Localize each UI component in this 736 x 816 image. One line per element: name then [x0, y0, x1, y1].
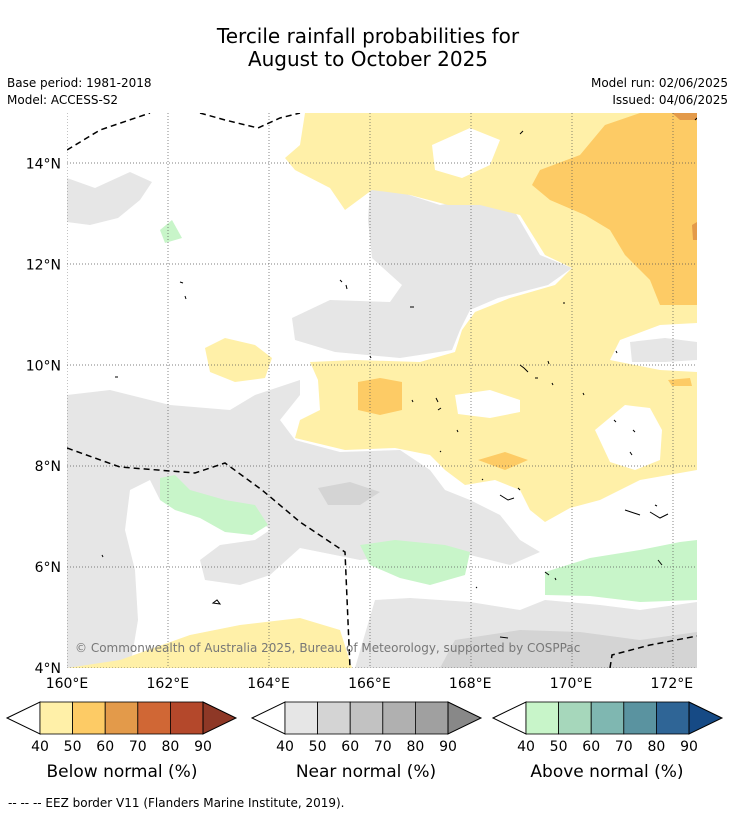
- colorbar-overflow-arrow: [447, 701, 483, 735]
- x-tick-label: 166°E: [348, 676, 391, 692]
- below-normal-region: [532, 113, 697, 305]
- near-normal-region: [440, 630, 697, 668]
- colorbar-segment: [349, 701, 384, 735]
- colorbar-tick-label: 40: [517, 739, 535, 755]
- colorbar-segment: [72, 701, 106, 735]
- colorbars: 40 50 60 70 80 90 40 50 60 70 80 90 40 50 60 70 80 90: [5, 701, 724, 755]
- below-normal-region: [595, 405, 662, 470]
- below-normal-region: [358, 378, 402, 415]
- near-normal-region: [292, 188, 572, 358]
- colorbar-tick-label: 90: [194, 739, 212, 755]
- colorbar-segment: [590, 701, 625, 735]
- model-label: Model: ACCESS-S2: [7, 93, 119, 107]
- colorbar-underflow-arrow: [491, 701, 527, 735]
- below-normal-region: [672, 113, 697, 120]
- eez-borders: [67, 113, 697, 668]
- y-tick-label: 6°N: [35, 560, 61, 576]
- near-normal-region: [67, 172, 152, 225]
- colorbar-tick-label: 70: [374, 739, 392, 755]
- model-run-label: Model run: 02/06/2025: [590, 76, 728, 90]
- below-normal-region: [205, 338, 272, 382]
- below-normal-region: [668, 378, 692, 386]
- issued-label: Issued: 04/06/2025: [612, 93, 728, 107]
- colorbar-segment: [623, 701, 657, 735]
- colorbar-tick-label: 80: [406, 739, 424, 755]
- y-tick-label: 8°N: [35, 459, 61, 475]
- colorbar-tick-label: 50: [64, 739, 82, 755]
- colorbar-tick-label: 60: [341, 739, 359, 755]
- x-tick-label: 168°E: [449, 676, 492, 692]
- x-tick-label: 160°E: [46, 676, 89, 692]
- colorbar-label-near: Near normal (%): [295, 762, 437, 782]
- y-tick-label: 10°N: [26, 358, 61, 374]
- colorbar-segment: [137, 701, 171, 735]
- colorbar-tick-label: 40: [276, 739, 294, 755]
- colorbar-underflow-arrow: [250, 701, 286, 735]
- colorbar-underflow-arrow: [5, 701, 41, 735]
- colorbar-tick-label: 50: [550, 739, 568, 755]
- colorbar-overflow-arrow: [202, 701, 238, 735]
- colorbar-tick-label: 60: [96, 739, 114, 755]
- near-normal-region: [318, 482, 380, 505]
- colorbar-tick-label: 40: [31, 739, 49, 755]
- colorbar-segment: [317, 701, 351, 735]
- below-normal-region: [478, 452, 528, 470]
- above-normal-region: [160, 220, 182, 243]
- colorbar-tick-label: 60: [582, 739, 600, 755]
- above-normal-region: [545, 540, 697, 602]
- y-axis-ticks: 4°N 6°N 8°N 10°N 12°N 14°N: [26, 156, 61, 677]
- colorbar-segment: [169, 701, 204, 735]
- colorbar-label-above: Above normal (%): [530, 762, 684, 782]
- x-tick-label: 170°E: [550, 676, 593, 692]
- colorbar-segment: [39, 701, 73, 735]
- map-fields: [67, 113, 697, 668]
- chart-title-line-1: Tercile rainfall probabilities for: [216, 24, 520, 48]
- x-tick-label: 162°E: [147, 676, 190, 692]
- colorbar-segment: [104, 701, 139, 735]
- x-axis-ticks: 160°E 162°E 164°E 166°E 168°E 170°E 172°E: [46, 676, 693, 692]
- y-tick-label: 12°N: [26, 257, 61, 273]
- copyright-text: © Commonwealth of Australia 2025, Bureau…: [75, 641, 580, 655]
- near-normal-region: [630, 338, 697, 362]
- eez-footnote: -- -- -- EEZ border V11 (Flanders Marine…: [8, 796, 345, 810]
- colorbar-tick-label: 70: [129, 739, 147, 755]
- colorbar-tick-label: 50: [309, 739, 327, 755]
- base-period-label: Base period: 1981-2018: [7, 76, 152, 90]
- below-normal-region: [432, 128, 500, 178]
- colorbar-tick-label: 90: [439, 739, 457, 755]
- y-tick-label: 14°N: [26, 156, 61, 172]
- colorbar-tick-label: 90: [680, 739, 698, 755]
- x-tick-label: 164°E: [247, 676, 290, 692]
- colorbar-tick-label: 80: [647, 739, 665, 755]
- colorbar-segment: [525, 701, 559, 735]
- colorbar-label-below: Below normal (%): [46, 762, 198, 782]
- colorbar-segment: [558, 701, 592, 735]
- x-tick-label: 172°E: [651, 676, 694, 692]
- colorbar-tick-label: 70: [615, 739, 633, 755]
- below-normal-region: [692, 222, 697, 240]
- colorbar-tick-label: 80: [161, 739, 179, 755]
- gridlines: [67, 113, 697, 668]
- colorbar-segment: [414, 701, 449, 735]
- colorbar-segment: [284, 701, 318, 735]
- above-normal-region: [360, 540, 470, 585]
- chart-title-line-2: August to October 2025: [247, 47, 489, 71]
- colorbar-segment: [382, 701, 416, 735]
- colorbar-segment: [656, 701, 690, 735]
- y-tick-label: 4°N: [35, 661, 61, 677]
- islands: [101, 117, 697, 639]
- colorbar-overflow-arrow: [688, 701, 724, 735]
- above-normal-region: [160, 475, 268, 535]
- below-normal-region: [67, 618, 352, 668]
